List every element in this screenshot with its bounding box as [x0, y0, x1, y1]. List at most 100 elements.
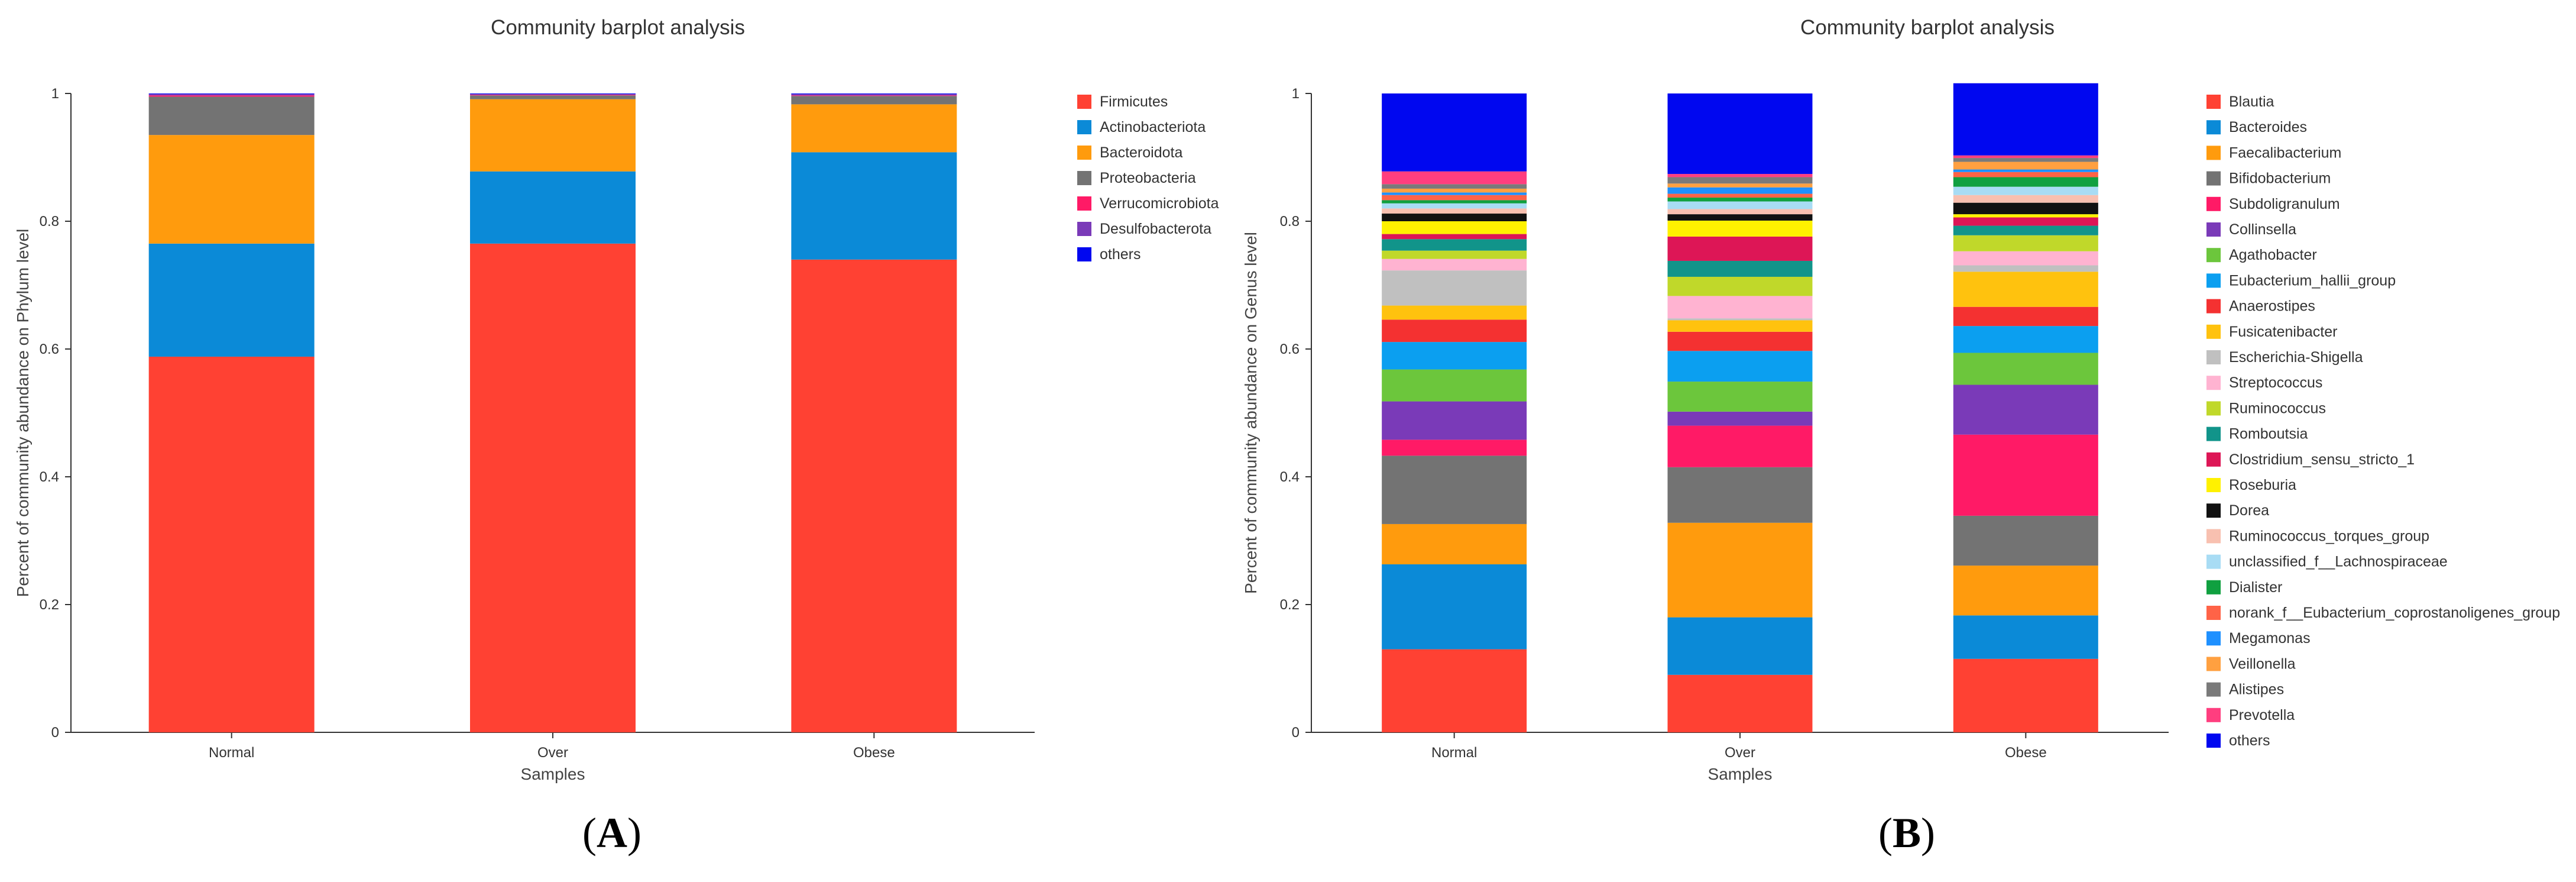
bar-segment-over — [1667, 236, 1813, 261]
panel-label-a-close: ) — [627, 809, 641, 857]
bar-segment-normal — [1382, 649, 1527, 732]
bar-segment-over — [1667, 201, 1813, 209]
bar-segment-normal — [1382, 342, 1527, 370]
legend-swatch — [2206, 631, 2221, 646]
bar-segment-normal — [1382, 270, 1527, 306]
bar-segment-normal — [1382, 93, 1527, 172]
bar-segment-normal — [1382, 455, 1527, 524]
legend-label: Anaerostipes — [2229, 298, 2315, 315]
legend-label: others — [1100, 246, 1140, 263]
legend-label: Actinobacteriota — [1100, 119, 1206, 135]
legend-swatch — [2206, 682, 2221, 697]
legend-swatch — [2206, 95, 2221, 109]
bar-segment-obese — [791, 259, 957, 732]
legend-swatch — [2206, 503, 2221, 518]
chart-genus-level: Community barplot analysis 0 0.2 0.4 0.6 0.8 1… — [1242, 16, 2560, 783]
legend-swatch — [2206, 554, 2221, 569]
bar-segment-over — [1667, 331, 1813, 351]
bar-segment-normal — [1382, 369, 1527, 402]
bar-segment-over — [1667, 296, 1813, 319]
legend-label: others — [2229, 732, 2270, 749]
y-tick-label: 0.8 — [40, 214, 59, 230]
bar-segment-obese — [1953, 161, 2098, 170]
legend-swatch — [2206, 401, 2221, 416]
legend-label: Megamonas — [2229, 630, 2311, 647]
legend-label: Dorea — [2229, 502, 2269, 519]
bar-segment-obese — [1953, 158, 2098, 162]
legend-label: Streptococcus — [2229, 374, 2322, 391]
bar-segment-over — [1667, 177, 1813, 184]
panel-label-b: (B) — [1848, 812, 1966, 854]
legend-swatch — [1077, 196, 1091, 211]
legend-label: Ruminococcus — [2229, 400, 2326, 416]
legend-swatch — [2206, 120, 2221, 135]
legend-swatch — [2206, 606, 2221, 620]
bar-segment-obese — [1953, 326, 2098, 353]
legend-label: Agathobacter — [2229, 247, 2317, 263]
bar-segment-over — [1667, 187, 1813, 194]
bar-segment-over — [1667, 93, 1813, 175]
bar-segment-over — [1667, 522, 1813, 618]
legend-label: Subdoligranulum — [2229, 196, 2340, 212]
legend-swatch — [2206, 299, 2221, 314]
legend-swatch — [1077, 171, 1091, 185]
x-tick-label-obese: Obese — [853, 745, 895, 761]
bar-segment-obese — [1953, 353, 2098, 385]
x-tick-label-over: Over — [537, 745, 568, 761]
y-tick-label: 0.6 — [40, 341, 59, 357]
bar-segment-normal — [1382, 234, 1527, 240]
legend-swatch — [2206, 427, 2221, 441]
chart-title: Community barplot analysis — [1800, 16, 2055, 39]
bar-segment-normal — [1382, 188, 1527, 193]
legend-swatch — [2206, 324, 2221, 339]
bar-segment-normal — [1382, 221, 1527, 234]
bar-segment-over — [1667, 674, 1813, 732]
legend-swatch — [2206, 222, 2221, 237]
bar-segment-over — [1667, 214, 1813, 221]
y-tick-label: 0 — [1292, 725, 1300, 741]
bar-segment-over — [470, 99, 636, 172]
legend-label: Bacteroidota — [1100, 144, 1182, 161]
legend-swatch — [1077, 146, 1091, 160]
y-tick-label: 0.4 — [40, 469, 59, 485]
x-tick-label-over: Over — [1725, 745, 1755, 761]
legend-label: Fusicatenibacter — [2229, 324, 2337, 340]
legend-label: Blautia — [2229, 93, 2274, 110]
bar-segment-obese — [1953, 251, 2098, 266]
legend-swatch — [1077, 120, 1091, 134]
legend-swatch — [2206, 452, 2221, 467]
bar-segment-normal — [1382, 250, 1527, 259]
bar-segment-obese — [1953, 83, 2098, 156]
legend-label: Bifidobacterium — [2229, 170, 2331, 187]
legend-swatch — [2206, 580, 2221, 595]
bar-segment-normal — [1382, 319, 1527, 343]
legend-label: Dialister — [2229, 579, 2282, 596]
y-tick-label: 0.4 — [1280, 469, 1300, 485]
legend-label: Romboutsia — [2229, 426, 2308, 442]
legend-label: Escherichia-Shigella — [2229, 349, 2363, 366]
bar-segment-over — [470, 94, 636, 95]
bar-segment-over — [1667, 425, 1813, 467]
bar-segment-over — [1667, 183, 1813, 188]
legend-swatch — [2206, 478, 2221, 492]
bar-segment-obese — [1953, 658, 2098, 732]
bar-segment-over — [1667, 411, 1813, 426]
bar-segment-obese — [1953, 306, 2098, 327]
bar-segment-normal — [1382, 401, 1527, 440]
panel-label-b-close: ) — [1921, 809, 1935, 857]
bar-segment-normal — [148, 93, 315, 95]
y-axis-label: Percent of community abundance on Genus … — [1242, 232, 1260, 594]
bar-segment-obese — [1953, 265, 2098, 272]
bar-segment-obese — [1953, 217, 2098, 226]
bar-segment-over — [1667, 318, 1813, 321]
y-tick-label: 1 — [1292, 86, 1300, 102]
legend-swatch — [2206, 273, 2221, 288]
legend-label: Firmicutes — [1100, 93, 1168, 110]
bar-segment-normal — [1382, 200, 1527, 203]
bar-segment-obese — [1953, 195, 2098, 203]
chart-phylum-level: Community barplot analysis 0 0.2 0.4 0.6 0.8 1… — [14, 16, 1219, 783]
bar-segment-obese — [791, 104, 957, 153]
bar-segment-over — [1667, 209, 1813, 215]
legend-swatch — [2206, 707, 2221, 722]
panel-label-a-letter: A — [597, 809, 627, 857]
